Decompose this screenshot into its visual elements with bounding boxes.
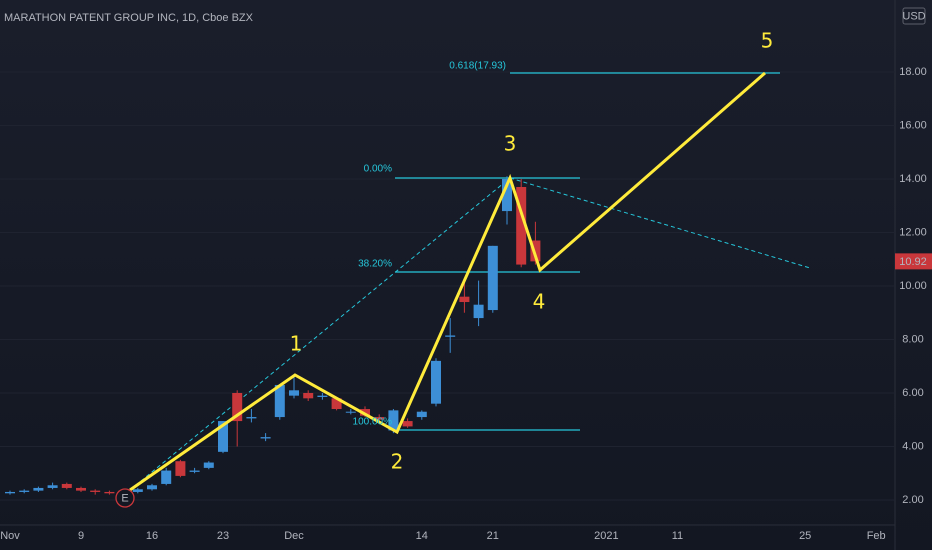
candle-body bbox=[147, 485, 157, 490]
fib-label: 38.20% bbox=[358, 259, 392, 270]
candle-body bbox=[232, 392, 243, 422]
candle-body bbox=[303, 392, 314, 399]
x-tick-label: 9 bbox=[78, 530, 84, 542]
wave-label: 5 bbox=[761, 29, 774, 53]
x-tick-label: Feb bbox=[867, 530, 886, 542]
y-tick-label: 4.00 bbox=[902, 440, 923, 452]
candle-body bbox=[33, 487, 44, 491]
x-tick-label: 14 bbox=[416, 530, 428, 542]
fib-label: 100.00% bbox=[353, 417, 393, 428]
candle-body bbox=[360, 409, 370, 416]
wave-label: 2 bbox=[391, 450, 404, 474]
x-tick-label: 21 bbox=[487, 530, 499, 542]
y-tick-label: 12.00 bbox=[899, 226, 927, 238]
earnings-marker[interactable] bbox=[115, 488, 135, 508]
candle-body bbox=[516, 186, 527, 265]
candle-body bbox=[218, 421, 228, 452]
last-price-label: 10.92 bbox=[899, 256, 927, 268]
fib-label: 0.618(17.93) bbox=[449, 61, 506, 72]
candle-body bbox=[161, 470, 172, 484]
candle-body bbox=[5, 491, 15, 494]
drawings bbox=[129, 72, 811, 491]
candle-body bbox=[61, 483, 72, 488]
candle-body bbox=[90, 490, 101, 492]
candle-body bbox=[317, 395, 328, 397]
y-tick-label: 8.00 bbox=[902, 333, 923, 345]
x-tick-label: Dec bbox=[284, 530, 304, 542]
candle-body bbox=[19, 490, 30, 492]
y-tick-label: 16.00 bbox=[899, 119, 927, 131]
candle-body bbox=[47, 485, 58, 488]
candle-body bbox=[431, 360, 441, 404]
elliott-wave bbox=[129, 71, 766, 492]
trend-dashed bbox=[129, 177, 511, 491]
x-tick-label: 25 bbox=[799, 530, 811, 542]
trend-dashed bbox=[509, 177, 811, 269]
y-tick-label: 18.00 bbox=[899, 66, 927, 78]
candle-body bbox=[189, 470, 200, 472]
chart-title: MARATHON PATENT GROUP INC, 1D, Cboe BZX bbox=[4, 12, 254, 24]
wave-label: 4 bbox=[533, 290, 546, 314]
candle-body bbox=[331, 398, 342, 410]
currency: USD bbox=[902, 10, 925, 22]
candles bbox=[5, 176, 541, 495]
candle-body bbox=[530, 240, 541, 262]
candle-body bbox=[274, 384, 285, 418]
x-tick-label: Nov bbox=[0, 530, 20, 542]
candle-body bbox=[459, 296, 470, 303]
candle-body bbox=[388, 410, 399, 431]
candle-body bbox=[289, 390, 299, 396]
x-tick-label: 2021 bbox=[594, 530, 618, 542]
fib-label: 0.00% bbox=[364, 164, 392, 175]
candle-body bbox=[246, 417, 257, 419]
candle-body bbox=[345, 411, 356, 413]
candle-body bbox=[260, 437, 271, 439]
wave-label: 1 bbox=[290, 332, 303, 356]
y-tick-label: 10.00 bbox=[899, 280, 927, 292]
candle-body bbox=[76, 487, 86, 491]
candle-body bbox=[104, 491, 115, 494]
candle-body bbox=[445, 335, 456, 337]
x-tick-label: 23 bbox=[217, 530, 229, 542]
candle-body bbox=[132, 489, 143, 492]
annotations: 0.618(17.93) 0.00% 38.20% 100.00% 1 2 3 … bbox=[115, 29, 774, 508]
last-price-tag bbox=[895, 253, 932, 270]
y-tick-label: 2.00 bbox=[902, 494, 923, 506]
x-tick-label: 16 bbox=[146, 530, 158, 542]
candle-body bbox=[487, 245, 498, 311]
y-tick-label: 6.00 bbox=[902, 387, 923, 399]
x-tick-label: 11 bbox=[672, 530, 683, 542]
candle-body bbox=[502, 178, 512, 212]
currency-box[interactable] bbox=[902, 7, 926, 25]
candle-body bbox=[402, 421, 413, 427]
candle-body bbox=[175, 461, 186, 476]
candle-body bbox=[374, 417, 385, 420]
earnings-label: E bbox=[121, 492, 128, 504]
candle-body bbox=[473, 304, 484, 319]
candle-body bbox=[416, 411, 427, 418]
y-tick-label: 14.00 bbox=[899, 173, 927, 185]
candle-body bbox=[203, 462, 214, 468]
wave-label: 3 bbox=[504, 132, 517, 156]
